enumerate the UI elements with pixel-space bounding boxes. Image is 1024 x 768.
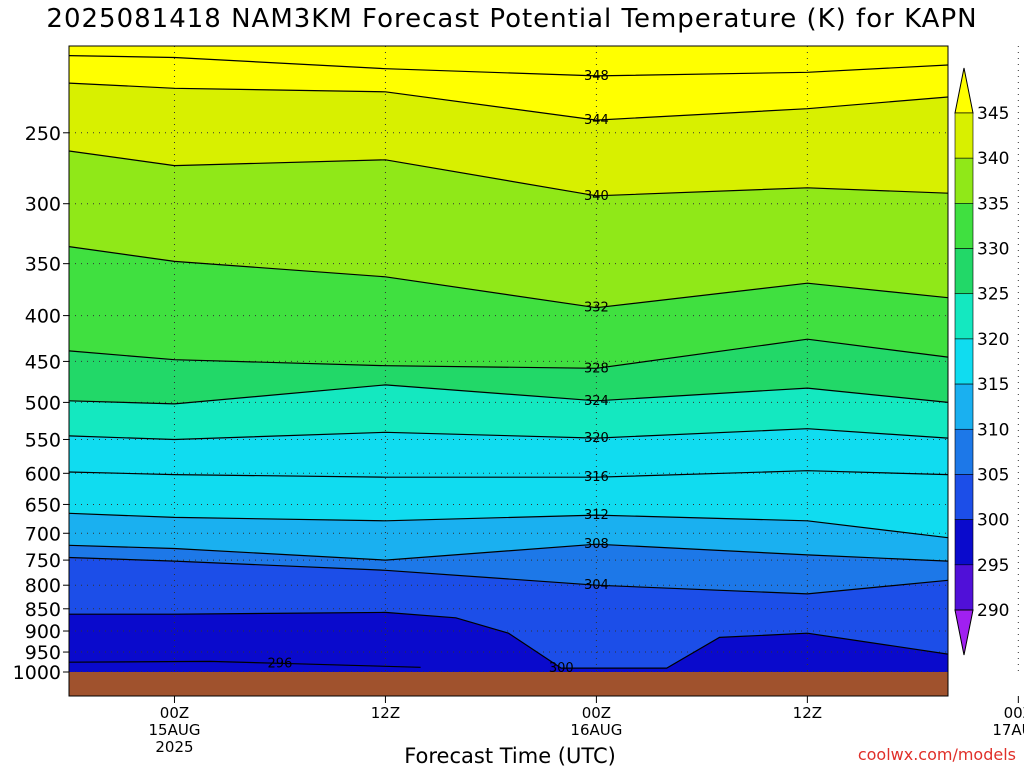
colorbar-swatch-4 — [954, 293, 974, 340]
ytick-label-350: 350 — [25, 254, 61, 276]
contour-348 — [69, 55, 948, 77]
colorbar-label-290: 290 — [977, 601, 1009, 621]
colorbar-bottom-arrow — [954, 609, 974, 656]
shaded-bands — [69, 46, 948, 672]
contour-308 — [69, 543, 948, 562]
contour-340 — [69, 150, 948, 197]
y-axis: 2503003504004505005506006507007508008509… — [13, 123, 69, 684]
xtick-label-36-0: 12Z — [793, 704, 822, 722]
ytick-label-650: 650 — [25, 494, 61, 516]
colorbar-swatch-9 — [954, 519, 974, 566]
ytick-label-500: 500 — [25, 392, 61, 414]
ytick-label-850: 850 — [25, 599, 61, 621]
colorbar-label-330: 330 — [977, 240, 1009, 260]
colorbar-swatch-8 — [954, 474, 974, 520]
ytick-label-900: 900 — [25, 621, 61, 643]
colorbar-label-325: 325 — [977, 285, 1009, 305]
colorbar-swatch-6 — [954, 383, 974, 430]
colorbar-label-345: 345 — [977, 104, 1009, 124]
ytick-label-600: 600 — [25, 463, 61, 485]
colorbar: 345 340 335 330 325 320 315 310 305 300 295 290 — [954, 67, 1009, 656]
colorbar-swatch-10 — [954, 564, 974, 611]
contour-304 — [69, 556, 948, 595]
contour-label-300: 300 — [549, 661, 574, 676]
colorbar-label-315: 315 — [977, 375, 1009, 395]
xtick-label-48-0: 00Z — [1004, 704, 1024, 722]
ytick-label-800: 800 — [25, 575, 61, 597]
contour-label-332: 332 — [584, 301, 609, 316]
colorbar-top-arrow — [954, 67, 974, 114]
plot-frame — [68, 45, 949, 697]
x-axis: 00Z15AUG202512Z00Z16AUG12Z00Z17AUG — [149, 696, 1024, 756]
contour-332 — [69, 246, 948, 309]
contour-label-320: 320 — [584, 431, 609, 446]
contour-300 — [69, 611, 948, 669]
ytick-label-1000: 1000 — [13, 662, 61, 684]
surface-ground — [69, 672, 948, 696]
ytick-label-750: 750 — [25, 550, 61, 572]
grid-lines — [69, 46, 1019, 673]
contour-296 — [69, 660, 421, 668]
colorbar-label-310: 310 — [977, 420, 1009, 440]
xtick-label-0-1: 15AUG — [149, 721, 201, 739]
contour-312 — [69, 512, 948, 539]
xtick-label-0-0: 00Z — [160, 704, 189, 722]
contour-label-316: 316 — [584, 470, 609, 485]
colorbar-swatch-0 — [954, 112, 974, 159]
contour-label-348: 348 — [584, 69, 609, 84]
contour-label-296: 296 — [268, 656, 293, 671]
contour-label-340: 340 — [584, 189, 609, 204]
band-300 — [69, 612, 948, 672]
contour-label-304: 304 — [584, 578, 609, 593]
colorbar-label-340: 340 — [977, 149, 1009, 169]
ytick-label-250: 250 — [25, 123, 61, 145]
colorbar-label-305: 305 — [977, 465, 1009, 485]
ytick-label-400: 400 — [25, 306, 61, 328]
colorbar-swatch-1 — [954, 157, 974, 204]
xtick-label-12-0: 12Z — [371, 704, 400, 722]
colorbar-label-335: 335 — [977, 194, 1009, 214]
chart-title: 2025081418 NAM3KM Forecast Potential Tem… — [46, 4, 978, 34]
contour-label-324: 324 — [584, 394, 609, 409]
xtick-label-0-2: 2025 — [155, 738, 193, 756]
ytick-label-300: 300 — [25, 194, 61, 216]
ytick-label-450: 450 — [25, 351, 61, 373]
contour-lines: 296 300 304 308 312 316 320 324 328 332 340 344 348 — [69, 55, 948, 676]
contour-324 — [69, 384, 948, 405]
colorbar-swatch-2 — [954, 203, 974, 249]
contour-316 — [69, 470, 948, 478]
x-axis-label: Forecast Time (UTC) — [404, 744, 616, 768]
colorbar-swatch-7 — [954, 428, 974, 475]
ytick-label-700: 700 — [25, 523, 61, 545]
credit-link[interactable]: coolwx.com/models — [857, 745, 1016, 764]
colorbar-label-300: 300 — [977, 511, 1009, 531]
contour-320 — [69, 428, 948, 441]
contour-label-328: 328 — [584, 361, 609, 376]
colorbar-swatch-5 — [954, 338, 974, 385]
ytick-label-950: 950 — [25, 642, 61, 664]
colorbar-label-295: 295 — [977, 556, 1009, 576]
ytick-label-550: 550 — [25, 429, 61, 451]
xtick-label-24-0: 00Z — [582, 704, 611, 722]
contour-344 — [69, 82, 948, 121]
colorbar-swatch-3 — [954, 248, 974, 295]
xtick-label-48-1: 17AUG — [992, 721, 1024, 739]
xtick-label-24-1: 16AUG — [570, 721, 622, 739]
contour-label-312: 312 — [584, 508, 609, 523]
contour-label-344: 344 — [584, 113, 609, 128]
colorbar-label-320: 320 — [977, 330, 1009, 350]
contour-label-308: 308 — [584, 537, 609, 552]
contour-328 — [69, 338, 948, 369]
